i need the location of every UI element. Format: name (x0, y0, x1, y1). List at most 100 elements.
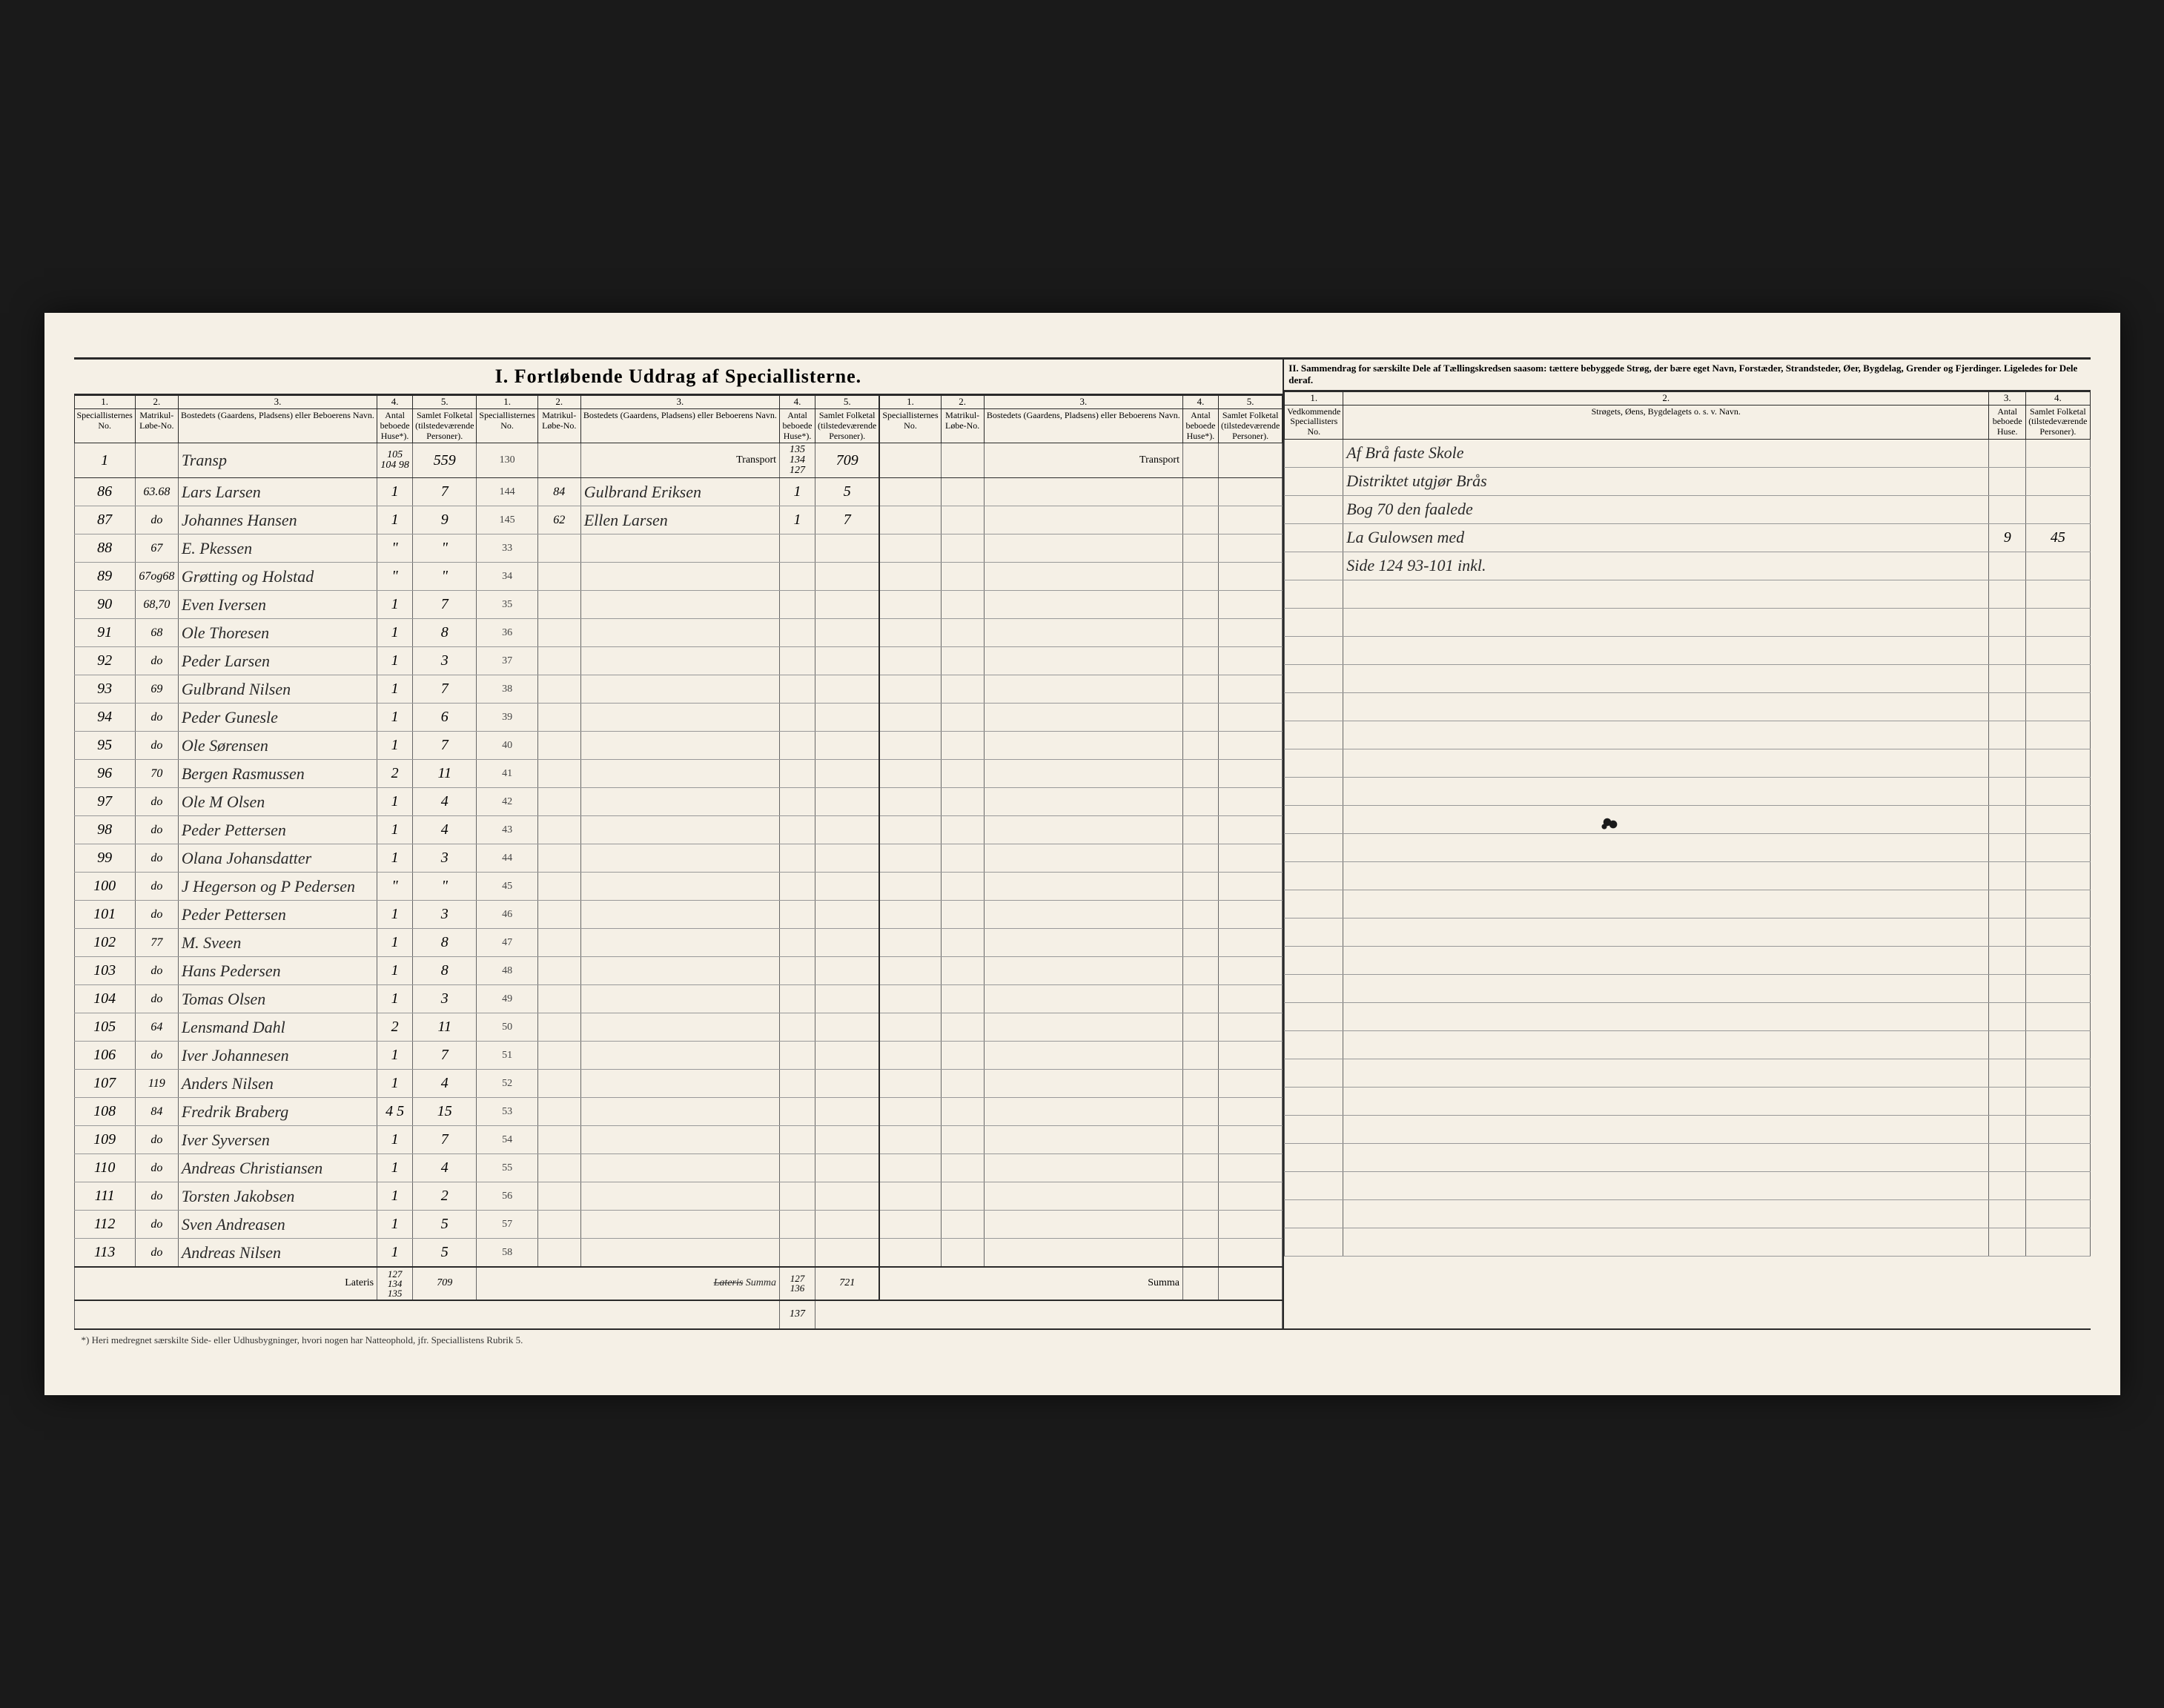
cell-sechuse (780, 1211, 815, 1239)
cell-huse: 1 (377, 844, 413, 873)
summary-huse (1989, 749, 2026, 777)
cell-secno: 52 (477, 1070, 537, 1098)
cell-secno: 33 (477, 534, 537, 563)
cell-secmat (537, 647, 580, 675)
cell-matrikul: do (135, 873, 178, 901)
cell-name: Johannes Hansen (178, 506, 377, 534)
summary-panel: II. Sammendrag for særskilte Dele af Tæl… (1283, 360, 2090, 1328)
cell-huse: 1 (377, 1070, 413, 1098)
cell-huse: 1 (377, 619, 413, 647)
ledger-row: 109doIver Syversen1754 (74, 1126, 1283, 1154)
cell-secfolk (815, 732, 880, 760)
header-matrikul: Matrikul-Løbe-No. (537, 409, 580, 443)
cell-no: 95 (74, 732, 135, 760)
cell-matrikul: do (135, 844, 178, 873)
cell-no: 96 (74, 760, 135, 788)
summary-text (1343, 1002, 1989, 1030)
summary-huse (1989, 833, 2026, 861)
summary-folk (2026, 495, 2090, 523)
cell-huse: 1 (377, 788, 413, 816)
cell-no: 113 (74, 1239, 135, 1267)
cell-matrikul: do (135, 1239, 178, 1267)
summary-text (1343, 1087, 1989, 1115)
cell-secno: 34 (477, 563, 537, 591)
cell-huse: 1 (377, 901, 413, 929)
summary-folk (2026, 861, 2090, 890)
cell-folk: 11 (413, 760, 477, 788)
cell-matrikul: 84 (135, 1098, 178, 1126)
transport-name: Transp (178, 443, 377, 478)
cell-matrikul: do (135, 1126, 178, 1154)
summary-row (1285, 692, 2090, 721)
summary-text (1343, 1171, 1989, 1199)
summary-huse (1989, 439, 2026, 467)
ledger-row: 10564Lensmand Dahl21150 (74, 1013, 1283, 1042)
cell-secfolk (815, 647, 880, 675)
cell-no: 87 (74, 506, 135, 534)
summary-text (1343, 946, 1989, 974)
cell-no: 106 (74, 1042, 135, 1070)
cell-huse: 1 (377, 985, 413, 1013)
cell-huse: " (377, 563, 413, 591)
summary-row: La Gulowsen med945 (1285, 523, 2090, 552)
summary-text (1343, 1059, 1989, 1087)
cell-secfolk (815, 957, 880, 985)
ledger-row: 112doSven Andreasen1557 (74, 1211, 1283, 1239)
cell-name: Tomas Olsen (178, 985, 377, 1013)
cell-secfolk (815, 788, 880, 816)
summary-text (1343, 974, 1989, 1002)
cell-secno: 50 (477, 1013, 537, 1042)
ledger-row: 9369Gulbrand Nilsen1738 (74, 675, 1283, 704)
summary-row (1285, 1199, 2090, 1228)
cell-secname: Gulbrand Eriksen (580, 478, 779, 506)
cell-huse: 1 (377, 732, 413, 760)
cell-folk: 6 (413, 704, 477, 732)
cell-folk: 4 (413, 788, 477, 816)
cell-secfolk (815, 1182, 880, 1211)
cell-secmat (537, 957, 580, 985)
transport-row: 1 Transp 105 104 98 559 130 Transport 13… (74, 443, 1283, 478)
summary-row (1285, 1115, 2090, 1143)
ledger-row: 8867E. Pkessen""33 (74, 534, 1283, 563)
cell-sechuse (780, 1098, 815, 1126)
cell-secname (580, 1182, 779, 1211)
cell-sechuse (780, 816, 815, 844)
cell-name: J Hegerson og P Pedersen (178, 873, 377, 901)
ink-blot (1592, 811, 1622, 833)
cell-matrikul: do (135, 647, 178, 675)
summary-folk (2026, 1228, 2090, 1256)
cell-matrikul: do (135, 506, 178, 534)
cell-matrikul: do (135, 1154, 178, 1182)
colnum: 3. (580, 396, 779, 409)
cell-sechuse (780, 563, 815, 591)
cell-secno: 54 (477, 1126, 537, 1154)
cell-secmat (537, 760, 580, 788)
lateris-label: Lateris (74, 1267, 377, 1300)
summary-folk (2026, 1143, 2090, 1171)
cell-folk: 15 (413, 1098, 477, 1126)
ledger-row: 9168Ole Thoresen1836 (74, 619, 1283, 647)
summary-row (1285, 1171, 2090, 1199)
cell-secfolk (815, 704, 880, 732)
cell-secmat (537, 844, 580, 873)
cell-matrikul: do (135, 901, 178, 929)
cell-name: E. Pkessen (178, 534, 377, 563)
cell-sechuse (780, 1239, 815, 1267)
summary-row (1285, 1030, 2090, 1059)
header-huse: Antal beboede Huse*). (377, 409, 413, 443)
summary-row: Bog 70 den faalede (1285, 495, 2090, 523)
colnum: 5. (815, 396, 880, 409)
cell-huse: 1 (377, 647, 413, 675)
cell-secmat (537, 985, 580, 1013)
cell-sechuse (780, 534, 815, 563)
colnum: 4. (780, 396, 815, 409)
cell-secfolk (815, 1013, 880, 1042)
header-bosted: Bostedets (Gaardens, Pladsens) eller Beb… (984, 409, 1182, 443)
cell-no: 94 (74, 704, 135, 732)
cell-sechuse (780, 647, 815, 675)
ledger-row: 104doTomas Olsen1349 (74, 985, 1283, 1013)
summary-row (1285, 805, 2090, 833)
summary-huse (1989, 861, 2026, 890)
summary-folk (2026, 467, 2090, 495)
section2-title: II. Sammendrag for særskilte Dele af Tæl… (1284, 360, 2090, 391)
